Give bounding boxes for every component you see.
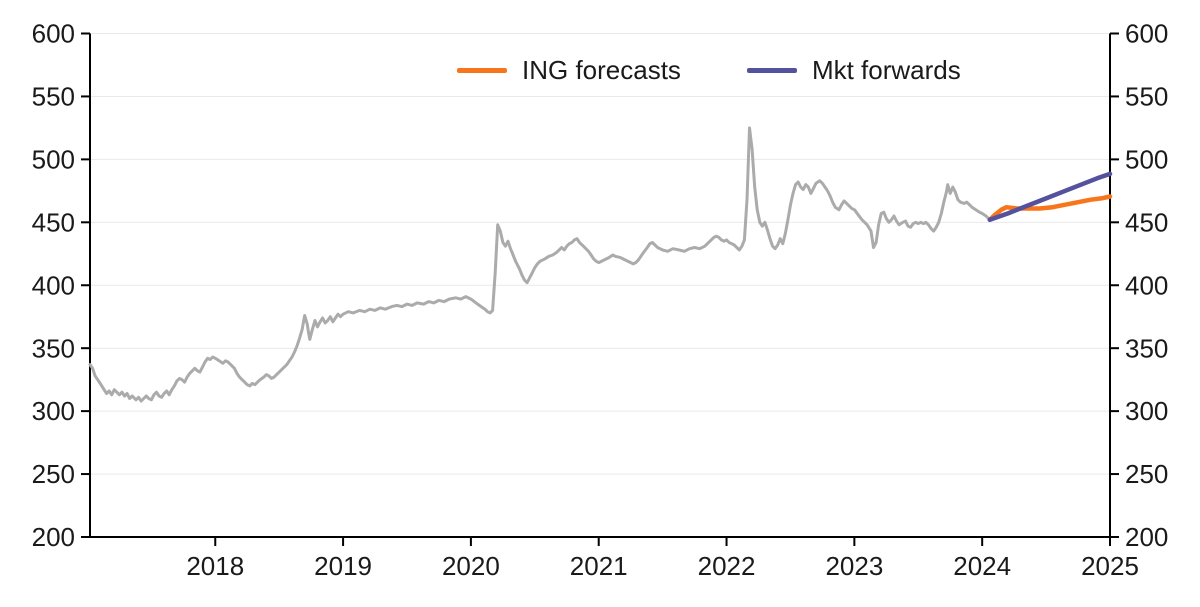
y-axis-tick-label-left: 350 — [32, 333, 75, 363]
legend-item-mkt-forwards: Mkt forwards — [746, 55, 961, 86]
x-axis-tick-label: 2019 — [314, 551, 372, 581]
y-axis-tick-label-right: 350 — [1125, 333, 1168, 363]
x-axis-tick-label: 2025 — [1081, 551, 1139, 581]
y-axis-tick-label-right: 300 — [1125, 396, 1168, 426]
x-axis-tick-label: 2024 — [953, 551, 1011, 581]
legend-label-mkt-forwards: Mkt forwards — [811, 55, 961, 85]
ing-forecasts-line-swatch — [457, 68, 507, 73]
mkt-forwards-line — [987, 171, 1113, 223]
x-axis-tick-label: 2021 — [570, 551, 628, 581]
y-axis-tick-label-right: 250 — [1125, 459, 1168, 489]
y-axis-tick-label-right: 600 — [1125, 19, 1168, 49]
history-line — [88, 126, 992, 403]
y-axis-tick-label-left: 300 — [32, 396, 75, 426]
y-axis-tick-label-left: 450 — [32, 207, 75, 237]
y-axis-tick-label-right: 200 — [1125, 522, 1168, 552]
legend: ING forecasts Mkt forwards — [457, 55, 961, 86]
legend-item-ing-forecasts: ING forecasts — [457, 55, 681, 86]
y-axis-tick-label-right: 500 — [1125, 144, 1168, 174]
x-axis-tick-label: 2023 — [825, 551, 883, 581]
y-axis-tick-label-right: 450 — [1125, 207, 1168, 237]
y-axis-tick-label-left: 600 — [32, 19, 75, 49]
y-axis-tick-label-right: 400 — [1125, 270, 1168, 300]
y-axis-tick-label-left: 200 — [32, 522, 75, 552]
x-axis-tick-label: 2018 — [186, 551, 244, 581]
x-axis-tick-label: 2020 — [442, 551, 500, 581]
mkt-forwards-line-swatch — [746, 68, 797, 73]
y-axis-tick-label-right: 550 — [1125, 82, 1168, 112]
x-axis-tick-label: 2022 — [698, 551, 756, 581]
y-axis-tick-label-left: 500 — [32, 144, 75, 174]
ing-forecast-line — [987, 194, 1113, 223]
legend-label-ing-forecasts: ING forecasts — [522, 55, 681, 85]
y-axis-tick-label-left: 550 — [32, 82, 75, 112]
y-axis-tick-label-left: 400 — [32, 270, 75, 300]
y-axis-tick-label-left: 250 — [32, 459, 75, 489]
